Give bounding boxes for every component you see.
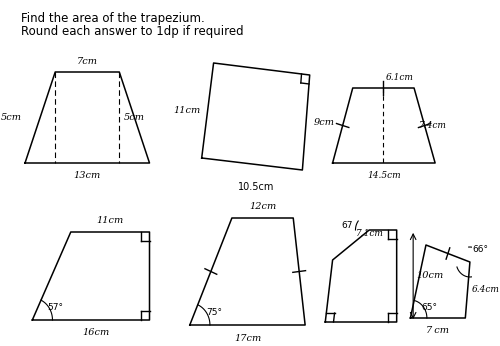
Text: 14.5cm: 14.5cm xyxy=(367,171,400,180)
Text: 5cm: 5cm xyxy=(2,113,22,122)
Text: 7 cm: 7 cm xyxy=(426,326,450,335)
Text: 7.1cm: 7.1cm xyxy=(356,229,384,238)
Text: 11cm: 11cm xyxy=(173,106,201,115)
Text: 9cm: 9cm xyxy=(314,118,334,127)
Text: 10.5cm: 10.5cm xyxy=(238,182,275,192)
Text: 7.4cm: 7.4cm xyxy=(418,121,446,130)
Text: 6.4cm: 6.4cm xyxy=(472,285,500,294)
Text: 5cm: 5cm xyxy=(124,113,145,122)
Text: 10cm: 10cm xyxy=(417,272,444,281)
Text: 13cm: 13cm xyxy=(74,171,101,180)
Text: 7cm: 7cm xyxy=(77,57,98,66)
Text: 6.1cm: 6.1cm xyxy=(386,73,414,82)
Text: Round each answer to 1dp if required: Round each answer to 1dp if required xyxy=(22,25,244,38)
Text: 66°: 66° xyxy=(472,245,488,254)
Text: 12cm: 12cm xyxy=(249,202,276,211)
Text: Find the area of the trapezium.: Find the area of the trapezium. xyxy=(22,12,205,25)
Text: 17cm: 17cm xyxy=(234,334,261,343)
Text: 16cm: 16cm xyxy=(82,328,109,337)
Text: 67: 67 xyxy=(341,220,352,229)
Text: 65°: 65° xyxy=(422,303,438,312)
Text: 75°: 75° xyxy=(206,308,222,317)
Text: 57°: 57° xyxy=(47,303,63,312)
Text: 11cm: 11cm xyxy=(96,216,124,225)
